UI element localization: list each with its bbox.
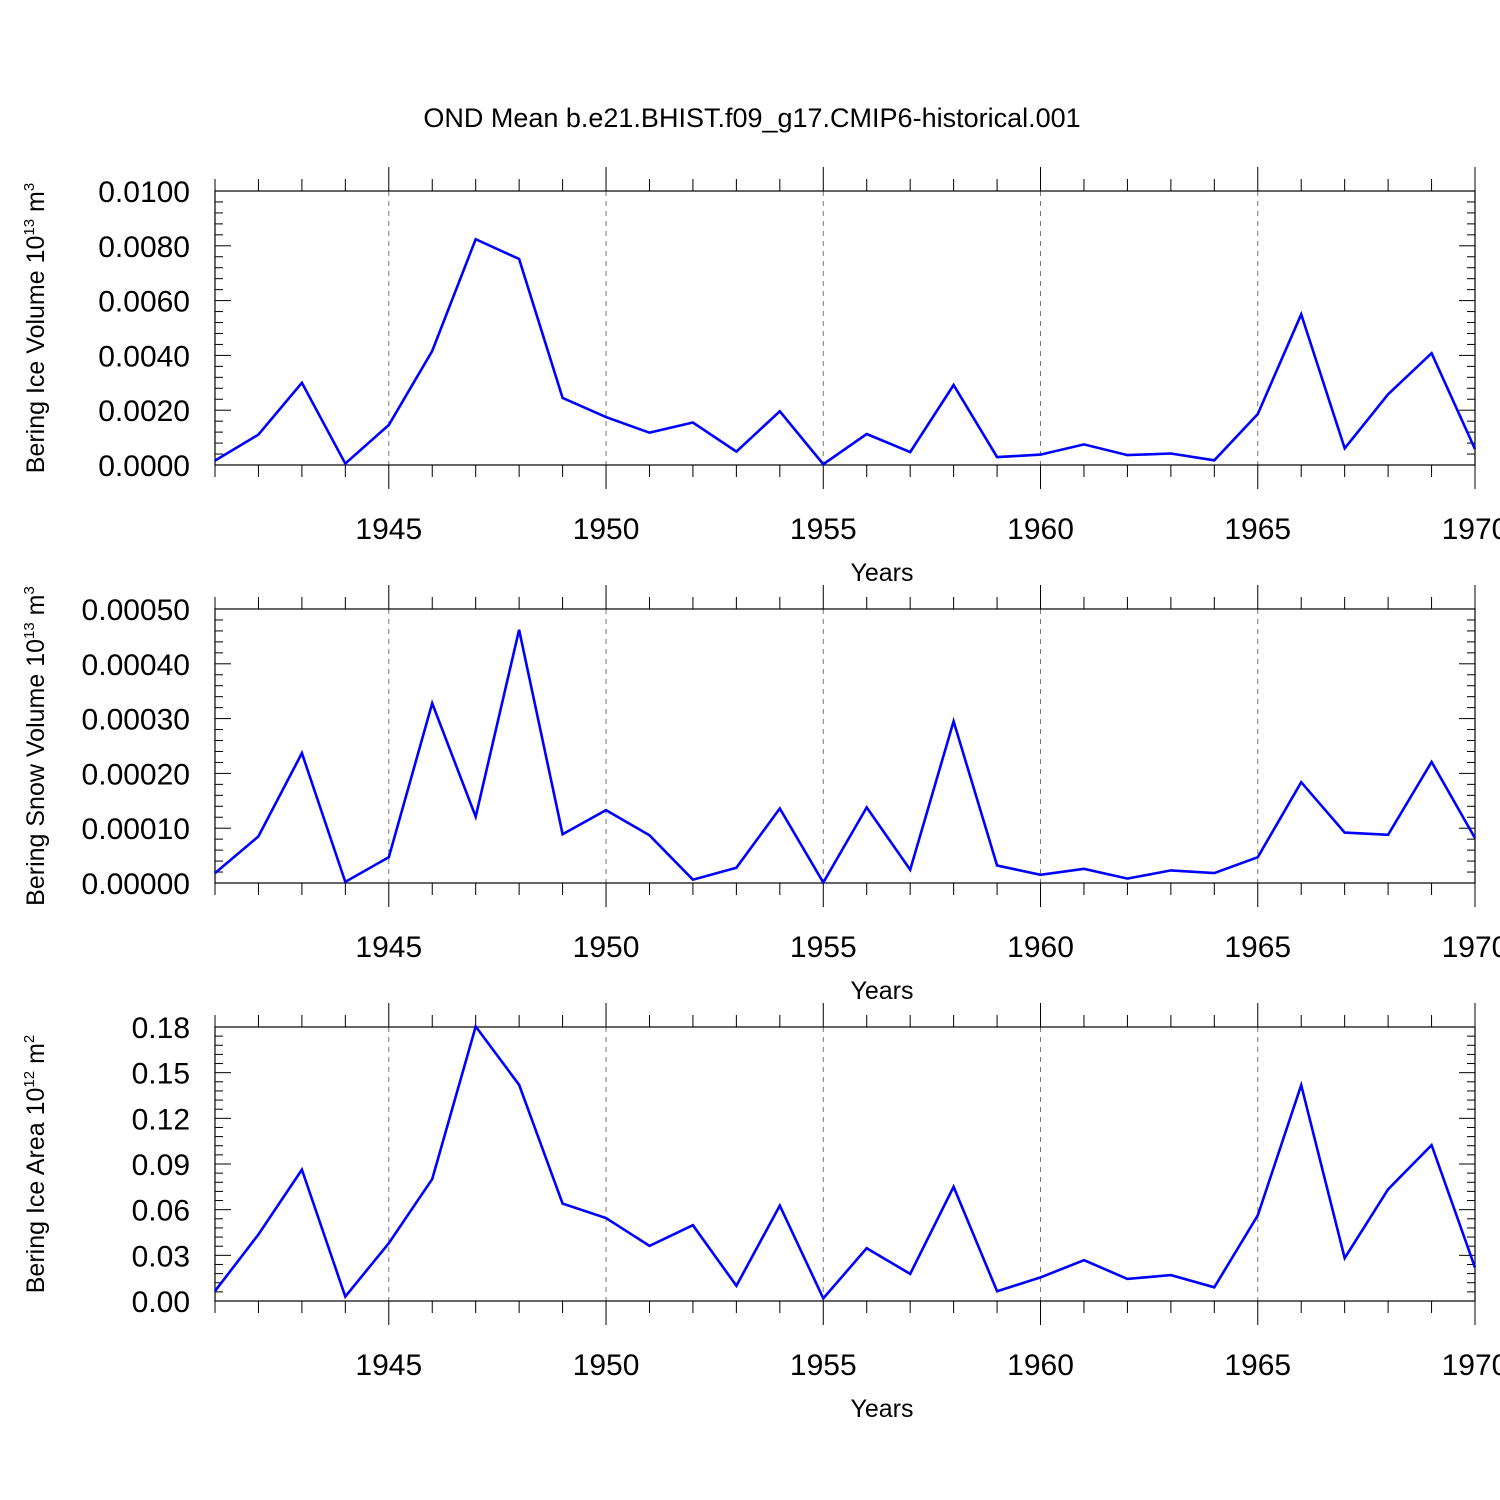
x-tick-label: 1950	[573, 931, 640, 964]
figure-title: OND Mean b.e21.BHIST.f09_g17.CMIP6-histo…	[423, 103, 1080, 133]
y-tick-label: 0.06	[132, 1195, 190, 1228]
y-tick-label: 0.0080	[98, 231, 190, 264]
x-tick-label: 1960	[1007, 1349, 1074, 1382]
y-tick-label: 0.00050	[82, 594, 190, 627]
x-tick-label: 1950	[573, 1349, 640, 1382]
x-tick-label: 1955	[790, 513, 857, 546]
x-tick-label: 1965	[1224, 513, 1291, 546]
panel-snow-volume: 1945 1950 1955 1960 1965 1970 Years 0.00000 0.00…	[21, 585, 1500, 1005]
y-tick-label: 0.0020	[98, 395, 190, 428]
y-tick-label: 0.00040	[82, 649, 190, 682]
x-tick-label: 1965	[1224, 931, 1291, 964]
series-line-snow-volume	[214, 629, 1477, 886]
panel-ice-volume: 1945 1950 1955 1960 1965 1970 Years 0.0000 0.002…	[21, 167, 1500, 587]
x-tick-label: 1950	[573, 513, 640, 546]
y-axis-label: Bering Ice Volume 1013 m3	[21, 183, 50, 473]
y-axis-label: Bering Ice Area 1012 m2	[21, 1035, 50, 1294]
plot-frame	[214, 608, 1476, 884]
x-tick-label: 1960	[1007, 931, 1074, 964]
series-line-ice-volume	[214, 237, 1477, 466]
y-tick-label: 0.0100	[98, 176, 190, 209]
x-axis-label: Years	[850, 1395, 913, 1423]
x-axis-label: Years	[850, 559, 913, 587]
x-tick-label: 1945	[355, 931, 422, 964]
y-tick-label: 0.00030	[82, 704, 190, 737]
y-tick-label: 0.00010	[82, 813, 190, 846]
chart-panels: 1945 1950 1955 1960 1965 1970 Years 0.0000 0.002…	[21, 167, 1500, 1423]
plot-frame	[214, 1026, 1476, 1302]
y-tick-label: 0.0040	[98, 340, 190, 373]
x-tick-label: 1955	[790, 1349, 857, 1382]
x-tick-label: 1960	[1007, 513, 1074, 546]
x-tick-label: 1945	[355, 1349, 422, 1382]
y-tick-label: 0.12	[132, 1103, 190, 1136]
panel-ice-area: 1945 1950 1955 1960 1965 1970 Years 0.00 0.03 0.0…	[21, 1003, 1500, 1423]
x-axis-label: Years	[850, 977, 913, 1005]
y-tick-label: 0.0000	[98, 450, 190, 483]
y-tick-label: 0.15	[132, 1058, 190, 1091]
plot-frame	[214, 190, 1476, 466]
x-tick-label: 1970	[1442, 513, 1500, 546]
x-tick-label: 1970	[1442, 931, 1500, 964]
y-tick-label: 0.09	[132, 1149, 190, 1182]
y-tick-label: 0.00000	[82, 868, 190, 901]
y-tick-label: 0.18	[132, 1012, 190, 1045]
x-tick-label: 1955	[790, 931, 857, 964]
x-tick-label: 1970	[1442, 1349, 1500, 1382]
y-axis-label: Bering Snow Volume 1013 m3	[21, 586, 50, 906]
x-tick-label: 1945	[355, 513, 422, 546]
y-tick-label: 0.03	[132, 1240, 190, 1273]
y-tick-label: 0.00020	[82, 758, 190, 791]
y-tick-label: 0.00	[132, 1286, 190, 1319]
x-tick-label: 1965	[1224, 1349, 1291, 1382]
series-line-ice-area	[213, 1023, 1477, 1301]
y-tick-label: 0.0060	[98, 286, 190, 319]
